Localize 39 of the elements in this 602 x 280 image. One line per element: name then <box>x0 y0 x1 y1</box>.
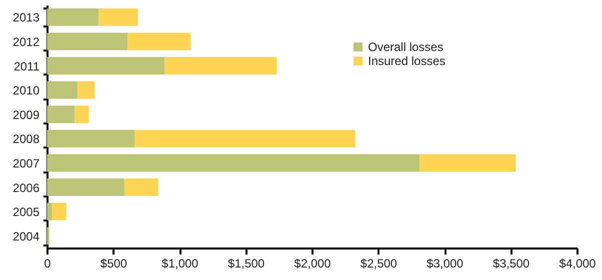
bar <box>98 8 138 26</box>
bar <box>164 57 277 74</box>
bar <box>47 8 99 26</box>
y-tick-label: 2004 <box>12 229 40 244</box>
y-tick-label: 2011 <box>14 59 40 74</box>
bar <box>128 32 191 50</box>
bar <box>47 81 78 99</box>
legend-label: Overall losses <box>368 40 444 54</box>
bar <box>47 178 124 196</box>
bar <box>47 32 128 50</box>
x-tick-label: $1,500 <box>228 256 265 270</box>
y-tick-label: 2007 <box>12 156 40 170</box>
bar <box>47 130 135 148</box>
x-tick-label: $500 <box>100 256 128 270</box>
bar <box>47 154 420 172</box>
y-tick-label: 2006 <box>12 180 40 195</box>
bar <box>47 202 52 220</box>
x-tick-label: $3,500 <box>492 256 530 270</box>
bar <box>78 81 95 99</box>
y-tick-label: 2009 <box>12 108 40 122</box>
x-tick-label: $2,500 <box>360 256 398 270</box>
bar <box>52 202 66 220</box>
bar <box>134 130 356 148</box>
x-tick-label: 0 <box>44 256 52 270</box>
bar <box>124 178 158 196</box>
x-tick-label: $3,000 <box>426 256 464 270</box>
bar <box>74 106 89 124</box>
bar <box>47 57 165 74</box>
bar <box>419 154 516 172</box>
y-tick-label: 2013 <box>12 10 40 25</box>
y-tick-label: 2012 <box>12 34 40 49</box>
y-tick-label: 2010 <box>12 84 40 98</box>
y-tick-label: 2008 <box>12 132 40 146</box>
y-tick-label: 2005 <box>12 205 40 220</box>
x-tick-label: $2,000 <box>294 256 332 270</box>
bar <box>47 106 75 124</box>
x-tick-label: $1,000 <box>162 256 199 270</box>
legend-label: Insured losses <box>368 54 446 68</box>
x-tick-label: $4,000 <box>559 256 596 270</box>
